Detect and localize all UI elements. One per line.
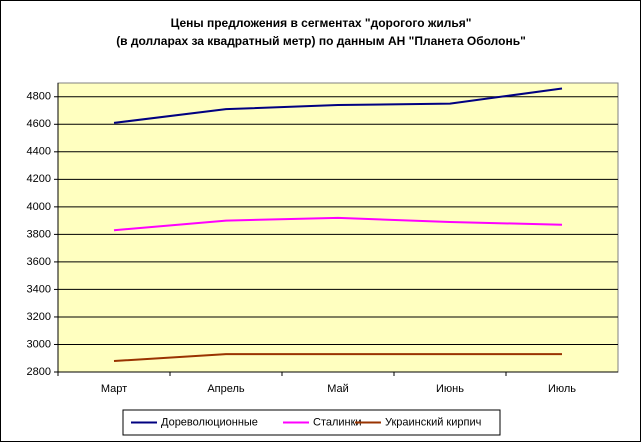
y-tick-label: 3800 xyxy=(27,228,51,240)
y-tick-label: 4800 xyxy=(27,91,51,103)
series-line xyxy=(113,216,563,232)
y-tick-label: 3000 xyxy=(27,338,51,350)
y-tick-label: 4000 xyxy=(27,201,51,213)
y-tick-label: 3200 xyxy=(27,311,51,323)
x-tick-label: Июль xyxy=(548,383,576,395)
legend-box xyxy=(122,409,501,436)
legend-label: Украинский кирпич xyxy=(385,416,481,428)
y-tick-label: 4600 xyxy=(27,118,51,130)
legend-label: Дореволюционные xyxy=(161,416,258,428)
y-tick-label: 4200 xyxy=(27,173,51,185)
chart-title: Цены предложения в сегментах "дорогого ж… xyxy=(171,16,472,30)
x-tick-label: Апрель xyxy=(207,383,245,395)
y-tick-label: 4400 xyxy=(27,146,51,158)
y-tick-label: 2800 xyxy=(27,366,51,378)
x-tick-label: Май xyxy=(327,383,349,395)
series-line xyxy=(113,353,562,362)
x-tick-label: Март xyxy=(101,383,127,395)
x-tick-label: Июнь xyxy=(436,383,464,395)
series-line xyxy=(113,87,563,124)
y-tick-label: 3400 xyxy=(27,283,51,295)
y-tick-label: 3600 xyxy=(27,256,51,268)
chart-title: (в долларах за квадратный метр) по данны… xyxy=(116,34,526,48)
legend-label: Сталинки xyxy=(313,416,362,428)
